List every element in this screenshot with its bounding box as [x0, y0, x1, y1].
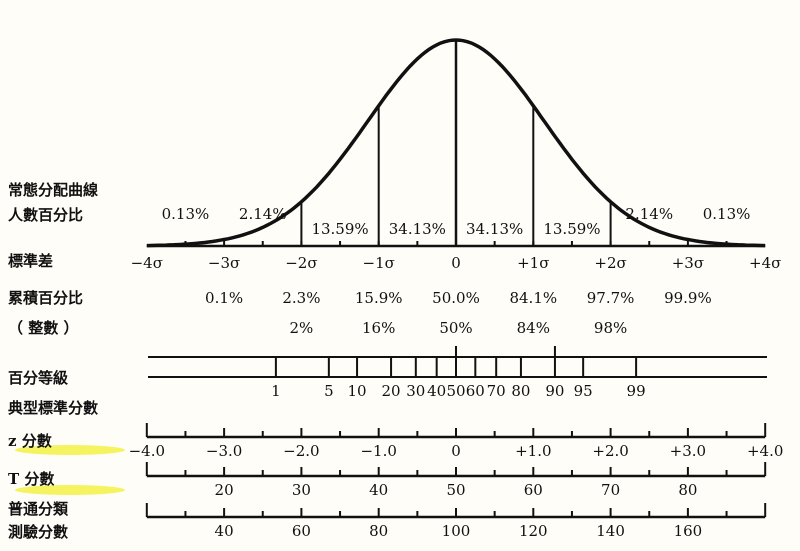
cumulative-percent-label: 50.0%: [432, 289, 480, 307]
label-cumulative: 累積百分比: [8, 289, 83, 307]
label-typical-scores: 典型標準分數: [8, 399, 98, 417]
agct-score-label: 100: [442, 522, 471, 540]
rounded-percent-label: 84%: [517, 319, 550, 337]
area-percentage-label: 2.14%: [239, 205, 287, 223]
z-score-label: −4.0: [129, 442, 165, 460]
sigma-label: +2σ: [594, 254, 626, 272]
t-score-label: 80: [678, 481, 697, 499]
percentile-label: 10: [348, 382, 367, 400]
percentile-label: 90: [545, 382, 564, 400]
t-score-highlight: [15, 485, 125, 495]
t-score-label: 40: [369, 481, 388, 499]
label-rounded: （ 整數 ）: [8, 319, 78, 337]
sigma-label: −1σ: [363, 254, 395, 272]
agct-score-label: 120: [519, 522, 548, 540]
rounded-percent-label: 50%: [439, 319, 472, 337]
agct-score-label: 140: [596, 522, 625, 540]
sigma-label: +4σ: [749, 254, 781, 272]
z-score-label: −1.0: [360, 442, 396, 460]
t-score-label: 60: [524, 481, 543, 499]
area-percentage-label: 0.13%: [162, 205, 210, 223]
t-score-label: 70: [601, 481, 620, 499]
cumulative-percent-label: 84.1%: [509, 289, 557, 307]
z-score-label: +3.0: [670, 442, 706, 460]
sigma-label: +3σ: [672, 254, 704, 272]
agct-score-label: 40: [215, 522, 234, 540]
area-percentage-label: 34.13%: [389, 220, 446, 238]
z-score-label: +4.0: [747, 442, 783, 460]
area-percentage-label: 13.59%: [543, 220, 600, 238]
cumulative-percent-label: 2.3%: [282, 289, 320, 307]
sigma-label: −3σ: [208, 254, 240, 272]
percentile-label: 5: [324, 382, 334, 400]
z-score-label: −3.0: [206, 442, 242, 460]
label-curve-2: 人數百分比: [8, 206, 83, 224]
cumulative-percent-label: 0.1%: [205, 289, 243, 307]
z-score-label: +2.0: [592, 442, 628, 460]
area-percentage-label: 34.13%: [466, 220, 523, 238]
z-score-label: −2.0: [283, 442, 319, 460]
agct-score-label: 60: [292, 522, 311, 540]
sigma-label: +1σ: [517, 254, 549, 272]
sigma-label: −2σ: [285, 254, 317, 272]
agct-score-label: 80: [369, 522, 388, 540]
label-agct-2: 測驗分數: [8, 523, 68, 541]
cumulative-percent-label: 99.9%: [664, 289, 712, 307]
label-agct-1: 普通分類: [8, 500, 69, 518]
cumulative-percent-label: 97.7%: [587, 289, 635, 307]
z-score-label: +1.0: [515, 442, 551, 460]
percentile-label: 30: [406, 382, 425, 400]
percentile-label: 50: [446, 382, 465, 400]
percentile-label: 99: [627, 382, 646, 400]
agct-score-label: 160: [674, 522, 703, 540]
rounded-percent-label: 16%: [362, 319, 395, 337]
percentile-label: 95: [574, 382, 593, 400]
t-score-label: 20: [215, 481, 234, 499]
label-std-dev: 標準差: [8, 252, 53, 270]
cumulative-percent-label: 15.9%: [355, 289, 403, 307]
sigma-label: 0: [451, 254, 461, 272]
rounded-percent-label: 2%: [290, 319, 314, 337]
label-z-score: z 分數: [8, 432, 52, 450]
area-percentage-label: 0.13%: [703, 205, 751, 223]
z-score-label: 0: [451, 442, 461, 460]
area-percentage-label: 2.14%: [625, 205, 673, 223]
percentile-label: 60: [466, 382, 485, 400]
percentile-label: 80: [511, 382, 530, 400]
label-percentile: 百分等級: [8, 369, 68, 387]
percentile-label: 40: [427, 382, 446, 400]
label-curve-1: 常態分配曲線: [8, 181, 98, 199]
percentile-label: 1: [271, 382, 281, 400]
percentile-label: 20: [382, 382, 401, 400]
z-score-highlight: [15, 445, 125, 455]
t-score-label: 30: [292, 481, 311, 499]
t-score-label: 50: [446, 481, 465, 499]
percentile-label: 70: [487, 382, 506, 400]
label-t-score: T 分數: [8, 470, 54, 488]
sigma-label: −4σ: [131, 254, 163, 272]
rounded-percent-label: 98%: [594, 319, 627, 337]
area-percentage-label: 13.59%: [311, 220, 368, 238]
